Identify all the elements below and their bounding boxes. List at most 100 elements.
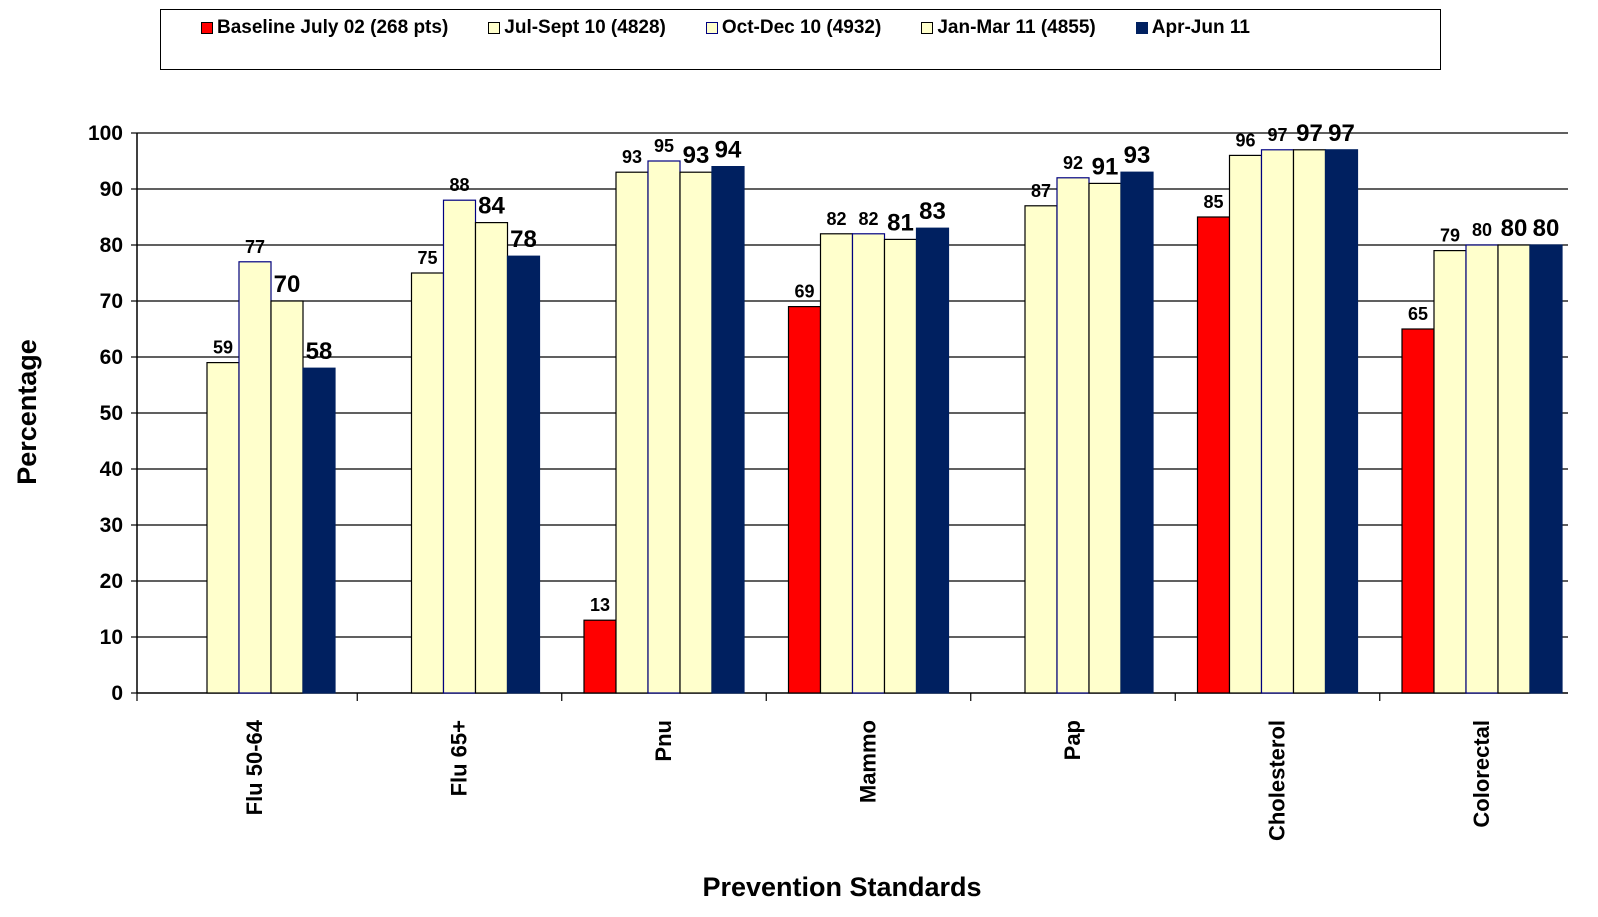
data-label: 70 xyxy=(274,271,301,298)
data-label: 75 xyxy=(417,248,437,268)
bar xyxy=(238,261,272,694)
data-label: 80 xyxy=(1501,215,1528,242)
data-label: 96 xyxy=(1235,130,1255,150)
data-label: 93 xyxy=(622,147,642,167)
legend-items: Baseline July 02 (268 pts) Jul-Sept 10 (4… xyxy=(201,17,1290,39)
legend-item: Baseline July 02 (268 pts) xyxy=(201,17,448,39)
bar xyxy=(915,227,950,694)
x-tick-label: Pnu xyxy=(651,720,676,762)
data-label: 83 xyxy=(919,198,946,225)
data-label: 97 xyxy=(1328,120,1355,147)
y-axis-title: Percentage xyxy=(12,339,42,485)
legend-label: Jan-Mar 11 (4855) xyxy=(937,17,1096,38)
bar xyxy=(302,367,336,694)
data-label: 78 xyxy=(510,226,537,253)
data-label: 79 xyxy=(1440,226,1460,246)
legend-swatch xyxy=(201,22,213,34)
bar xyxy=(711,166,745,694)
y-tick-label: 30 xyxy=(100,514,123,537)
bar xyxy=(1196,216,1231,694)
bar xyxy=(270,300,304,694)
legend-item: Jan-Mar 11 (4855) xyxy=(921,17,1096,39)
data-label: 93 xyxy=(683,142,710,169)
bar xyxy=(442,199,477,694)
legend-label: Oct-Dec 10 (4932) xyxy=(721,17,882,38)
data-label: 91 xyxy=(1092,153,1119,180)
bar xyxy=(1401,328,1435,694)
y-tick-label: 40 xyxy=(100,458,123,481)
legend-label: Baseline July 02 (268 pts) xyxy=(217,17,449,38)
bar xyxy=(883,238,918,694)
bar xyxy=(1120,171,1154,694)
data-label: 97 xyxy=(1267,125,1287,145)
data-label: 93 xyxy=(1124,142,1151,169)
y-tick-label: 10 xyxy=(100,626,123,649)
legend-swatch xyxy=(921,22,934,34)
x-tick-label: Cholesterol xyxy=(1265,720,1290,841)
bar xyxy=(1056,177,1090,694)
bar xyxy=(1088,182,1122,694)
data-label: 77 xyxy=(245,237,265,257)
x-axis-title: Prevention Standards xyxy=(702,872,981,902)
legend: Baseline July 02 (268 pts) Jul-Sept 10 (4… xyxy=(160,9,1441,70)
y-tick-label: 90 xyxy=(100,178,123,201)
bar xyxy=(1260,149,1295,694)
data-label: 87 xyxy=(1031,181,1051,201)
x-tick-label: Flu 50-64 xyxy=(242,719,267,815)
bar xyxy=(819,233,854,694)
y-tick-label: 100 xyxy=(88,122,123,145)
y-tick-label: 0 xyxy=(111,682,123,705)
y-tick-label: 80 xyxy=(100,234,123,257)
bar xyxy=(1324,149,1359,694)
bar xyxy=(615,171,649,694)
bar xyxy=(206,362,240,694)
legend-swatch xyxy=(705,22,718,34)
bar xyxy=(647,160,681,694)
bar xyxy=(1228,154,1263,694)
x-tick-label: Flu 65+ xyxy=(447,720,472,796)
data-label: 94 xyxy=(715,137,742,164)
data-label: 80 xyxy=(1472,220,1492,240)
x-tick-label: Pap xyxy=(1060,720,1085,760)
data-label: 95 xyxy=(654,136,674,156)
data-label: 58 xyxy=(306,338,333,365)
x-tick-label: Colorectal xyxy=(1469,720,1494,828)
bar xyxy=(1465,244,1499,694)
bar xyxy=(1292,149,1327,694)
data-label: 88 xyxy=(449,175,469,195)
bar xyxy=(1024,205,1058,694)
y-tick-label: 70 xyxy=(100,290,123,313)
data-label: 85 xyxy=(1203,192,1223,212)
data-label: 92 xyxy=(1063,153,1083,173)
data-label: 97 xyxy=(1296,120,1323,147)
x-tick-label: Mammo xyxy=(856,720,881,803)
legend-item: Oct-Dec 10 (4932) xyxy=(705,17,882,39)
data-label: 80 xyxy=(1533,215,1560,242)
bar xyxy=(410,272,445,694)
data-label: 13 xyxy=(590,595,610,615)
y-tick-label: 20 xyxy=(100,570,123,593)
bar xyxy=(1433,250,1467,694)
legend-label: Jul-Sept 10 (4828) xyxy=(504,17,666,38)
bar xyxy=(1529,244,1563,694)
bar xyxy=(851,233,886,694)
bar xyxy=(506,255,541,694)
legend-swatch xyxy=(488,22,501,34)
bar xyxy=(1497,244,1531,694)
bar xyxy=(787,306,822,694)
legend-label: Apr-Jun 11 xyxy=(1151,17,1250,38)
data-label: 82 xyxy=(826,209,846,229)
data-label: 84 xyxy=(478,193,505,220)
data-label: 82 xyxy=(858,209,878,229)
data-label: 65 xyxy=(1408,304,1428,324)
bar xyxy=(679,171,713,694)
data-label: 59 xyxy=(213,338,233,358)
data-label: 81 xyxy=(887,209,914,236)
y-tick-label: 60 xyxy=(100,346,123,369)
y-tick-label: 50 xyxy=(100,402,123,425)
legend-item: Apr-Jun 11 xyxy=(1135,17,1250,39)
legend-swatch xyxy=(1135,22,1148,34)
data-label: 69 xyxy=(794,282,814,302)
